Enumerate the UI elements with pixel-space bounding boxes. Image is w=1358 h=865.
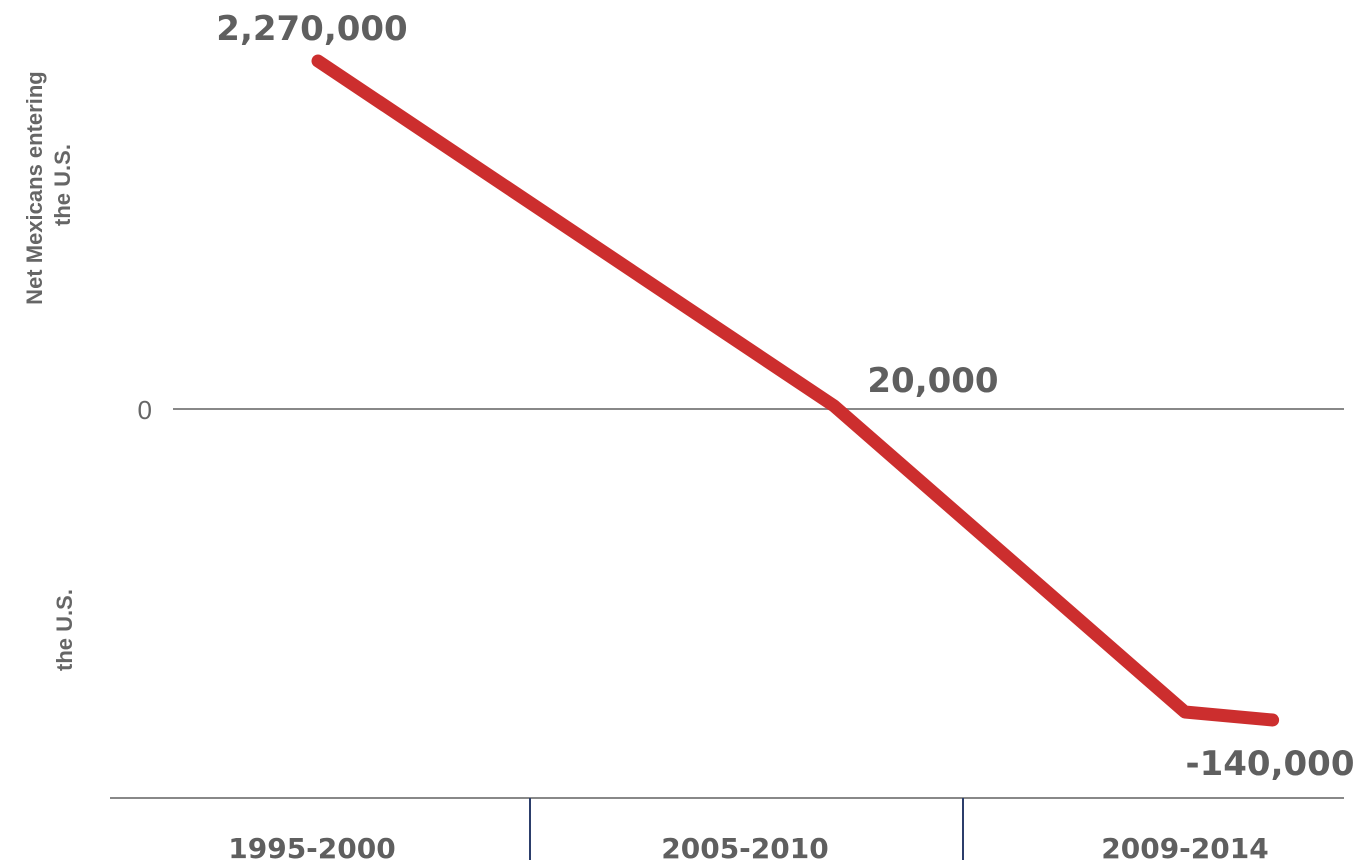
category-label-1: 1995-2000 [228,832,395,865]
y-axis-title-bottom: the U.S. [52,589,77,671]
y-axis-title-top-line-2: the U.S. [50,144,75,226]
y-axis-title-top: Net Mexicans entering the U.S. [22,65,75,305]
zero-tick-label: 0 [138,395,152,425]
y-axis-title-bottom-line-1: the U.S. [52,589,77,671]
category-label-2: 2005-2010 [661,832,828,865]
data-label-2: 20,000 [867,361,998,401]
category-label-3: 2009-2014 [1101,832,1268,865]
series-line [311,54,1280,727]
data-label-1: 2,270,000 [216,9,407,49]
y-axis-title-top-line-1: Net Mexicans entering [22,71,47,305]
data-label-3: -140,000 [1186,744,1355,784]
